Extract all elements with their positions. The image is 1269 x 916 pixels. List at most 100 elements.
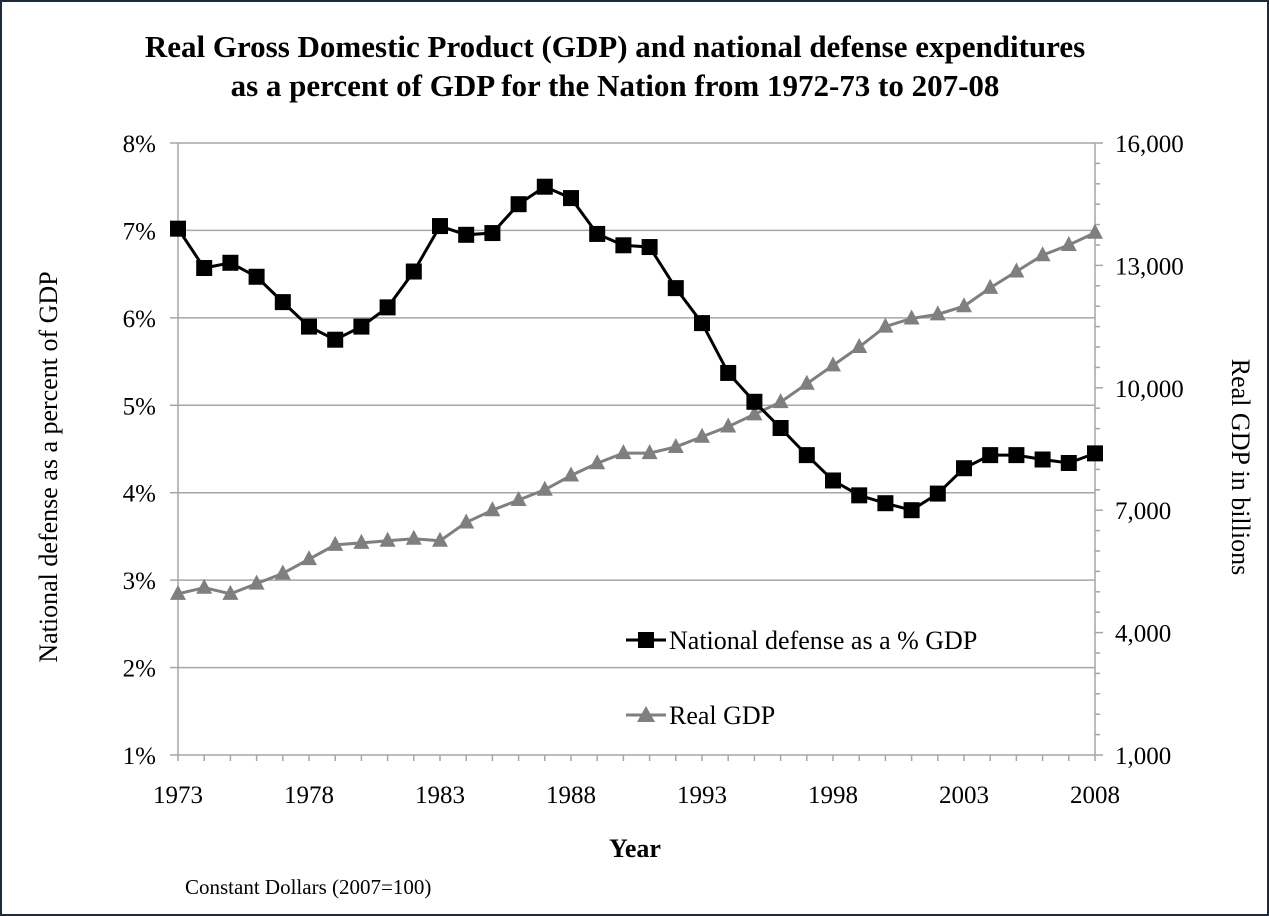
left-tick-label: 5% xyxy=(123,393,156,420)
defense-point xyxy=(903,502,920,519)
defense-point xyxy=(1060,454,1077,471)
real-gdp-point xyxy=(301,550,317,566)
y-axis-left-title: National defense as a percent of GDP xyxy=(34,271,63,662)
real-gdp-point xyxy=(563,466,579,482)
x-tick-label: 2008 xyxy=(1070,782,1120,809)
real-gdp-point xyxy=(641,444,658,460)
legend-gdp-marker xyxy=(637,706,655,722)
legend-defense-marker xyxy=(638,632,654,648)
defense-point xyxy=(798,447,815,464)
right-tick-label: 7,000 xyxy=(1115,498,1171,525)
real-gdp-point xyxy=(379,531,396,547)
real-gdp-point xyxy=(536,480,553,496)
y-axis-right-title: Real GDP in billions xyxy=(1226,359,1255,575)
real-gdp-point xyxy=(825,356,841,372)
real-gdp-point xyxy=(196,578,213,594)
defense-point xyxy=(327,331,344,348)
left-tick-label: 4% xyxy=(123,481,156,508)
defense-point xyxy=(720,364,737,381)
defense-point xyxy=(615,237,632,254)
real-gdp-point xyxy=(903,309,920,325)
real-gdp-point xyxy=(170,584,186,600)
x-axis-title: Year xyxy=(609,834,661,863)
x-axis-ticks: 1973 1978 1983 1988 1993 1998 2003 2008 xyxy=(153,755,1120,809)
real-gdp-point xyxy=(327,535,344,551)
defense-point xyxy=(563,190,579,207)
defense-point xyxy=(432,218,448,235)
real-gdp-point xyxy=(432,531,448,547)
defense-point xyxy=(301,318,317,335)
defense-point xyxy=(536,178,553,195)
defense-point xyxy=(956,460,972,477)
left-tick-label: 8% xyxy=(123,131,156,158)
right-tick-label: 10,000 xyxy=(1115,376,1184,403)
left-axis-ticks: 1% 2% 3% 4% 5% 6% 7% 8% xyxy=(123,131,178,770)
real-gdp-point xyxy=(353,533,370,549)
real-gdp-point xyxy=(274,564,291,580)
x-tick-label: 1993 xyxy=(677,782,727,809)
x-tick-label: 1983 xyxy=(415,782,465,809)
real-gdp-point xyxy=(484,501,501,517)
real-gdp-point xyxy=(720,417,737,433)
real-gdp-point xyxy=(851,338,868,353)
right-tick-label: 13,000 xyxy=(1115,253,1184,280)
real-gdp-point xyxy=(982,278,999,294)
right-tick-label: 1,000 xyxy=(1115,743,1171,770)
real-gdp-point xyxy=(1060,236,1077,251)
real-gdp-point xyxy=(746,405,763,421)
legend-item-gdp: Real GDP xyxy=(626,701,775,730)
x-tick-label: 1973 xyxy=(153,782,203,809)
real-gdp-point xyxy=(222,584,239,600)
defense-point xyxy=(353,318,370,335)
defense-point xyxy=(1034,451,1051,468)
real-gdp-point xyxy=(589,454,606,470)
left-tick-label: 2% xyxy=(123,656,156,683)
legend-defense-label: National defense as a % GDP xyxy=(669,626,977,655)
defense-point xyxy=(825,472,841,489)
defense-point xyxy=(851,487,868,504)
defense-point xyxy=(1087,445,1103,462)
real-gdp-point xyxy=(956,297,972,313)
defense-point xyxy=(929,485,946,502)
x-tick-label: 2003 xyxy=(939,782,989,809)
real-gdp-point xyxy=(694,427,710,443)
real-gdp-point xyxy=(1087,223,1103,239)
defense-point xyxy=(982,447,999,464)
real-gdp-point xyxy=(667,437,684,453)
defense-point xyxy=(641,239,658,256)
right-tick-label: 16,000 xyxy=(1115,131,1184,158)
left-tick-label: 3% xyxy=(123,568,156,595)
defense-point xyxy=(667,280,684,297)
left-tick-label: 1% xyxy=(123,743,156,770)
defense-point xyxy=(222,254,239,271)
real-gdp-point xyxy=(1008,262,1025,278)
gridlines xyxy=(178,142,1095,669)
real-gdp-point xyxy=(877,317,894,333)
defense-point xyxy=(772,420,789,437)
legend-gdp-label: Real GDP xyxy=(669,701,775,730)
legend: National defense as a % GDP Real GDP xyxy=(626,626,977,730)
real-gdp-point xyxy=(615,444,632,460)
real-gdp-point xyxy=(1034,246,1051,262)
defense-point xyxy=(877,495,894,512)
chart-title-line-2: as a percent of GDP for the Nation from … xyxy=(231,68,1000,103)
right-tick-label: 4,000 xyxy=(1115,621,1171,648)
defense-point xyxy=(746,393,763,410)
defense-point xyxy=(458,226,475,243)
real-gdp-point xyxy=(458,513,475,529)
defense-point xyxy=(484,225,501,242)
real-gdp-point xyxy=(929,305,946,321)
x-tick-label: 1978 xyxy=(284,782,334,809)
defense-point xyxy=(248,268,265,285)
real-gdp-point xyxy=(510,491,527,506)
x-tick-label: 1998 xyxy=(808,782,858,809)
right-axis-ticks: 1,000 4,000 7,000 10,000 13,000 16,000 xyxy=(1095,131,1184,770)
defense-point xyxy=(274,294,291,311)
plot-area xyxy=(178,143,1095,755)
legend-item-defense: National defense as a % GDP xyxy=(626,626,977,655)
x-tick-label: 1988 xyxy=(546,782,596,809)
chart-title-line-1: Real Gross Domestic Product (GDP) and na… xyxy=(145,29,1085,64)
real-gdp-point xyxy=(772,393,789,409)
